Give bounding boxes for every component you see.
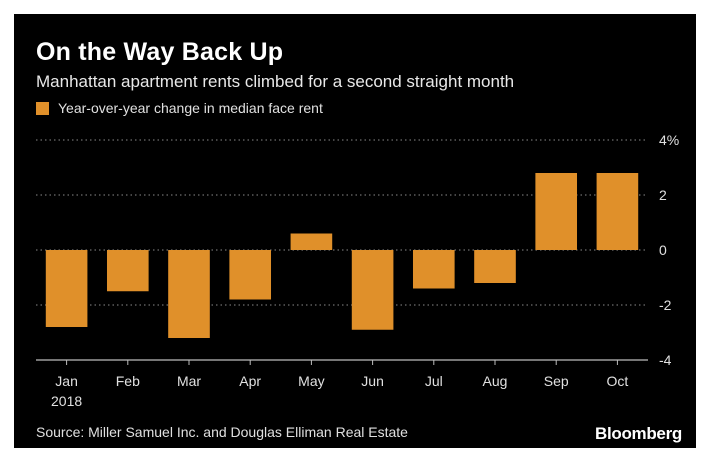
y-tick-label: 2 [659, 187, 667, 203]
y-tick-label: -4 [659, 352, 672, 368]
legend-label: Year-over-year change in median face ren… [58, 100, 323, 116]
bar [290, 233, 333, 250]
bar [106, 250, 149, 292]
x-tick-label: Jun [361, 373, 384, 389]
x-tick-label: May [298, 373, 324, 389]
bar [45, 250, 88, 327]
chart-subtitle: Manhattan apartment rents climbed for a … [36, 72, 515, 91]
bloomberg-logo: Bloomberg [594, 424, 682, 443]
y-tick-label: 0 [659, 242, 667, 258]
x-tick-label: Aug [483, 373, 508, 389]
bar-chart: 4% 2 0 -2 -4 Jan 2018 Feb Mar Apr May Jun Jul Aug Sep O… [36, 132, 679, 409]
y-tick-label: -2 [659, 297, 672, 313]
x-tick-label: Oct [607, 373, 629, 389]
x-tick-label: Feb [116, 373, 140, 389]
bar [168, 250, 210, 338]
bar [351, 250, 394, 330]
x-tick-label: Mar [177, 373, 201, 389]
bar [535, 173, 578, 250]
bar [596, 173, 639, 250]
chart-title: On the Way Back Up [36, 38, 284, 66]
x-tick-sublabel: 2018 [51, 393, 82, 409]
x-tick-label: Sep [544, 373, 569, 389]
legend: Year-over-year change in median face ren… [36, 98, 323, 118]
legend-swatch [36, 101, 49, 115]
x-tick-label: Jul [425, 373, 443, 389]
bar [229, 250, 272, 300]
chart-card: On the Way Back Up Manhattan apartment r… [14, 14, 696, 448]
bar [412, 250, 455, 289]
y-tick-label: 4% [659, 132, 679, 148]
x-tick-label: Jan [55, 373, 78, 389]
bar [474, 250, 516, 283]
x-tick-label: Apr [239, 373, 261, 389]
source-note: Source: Miller Samuel Inc. and Douglas E… [36, 424, 408, 440]
